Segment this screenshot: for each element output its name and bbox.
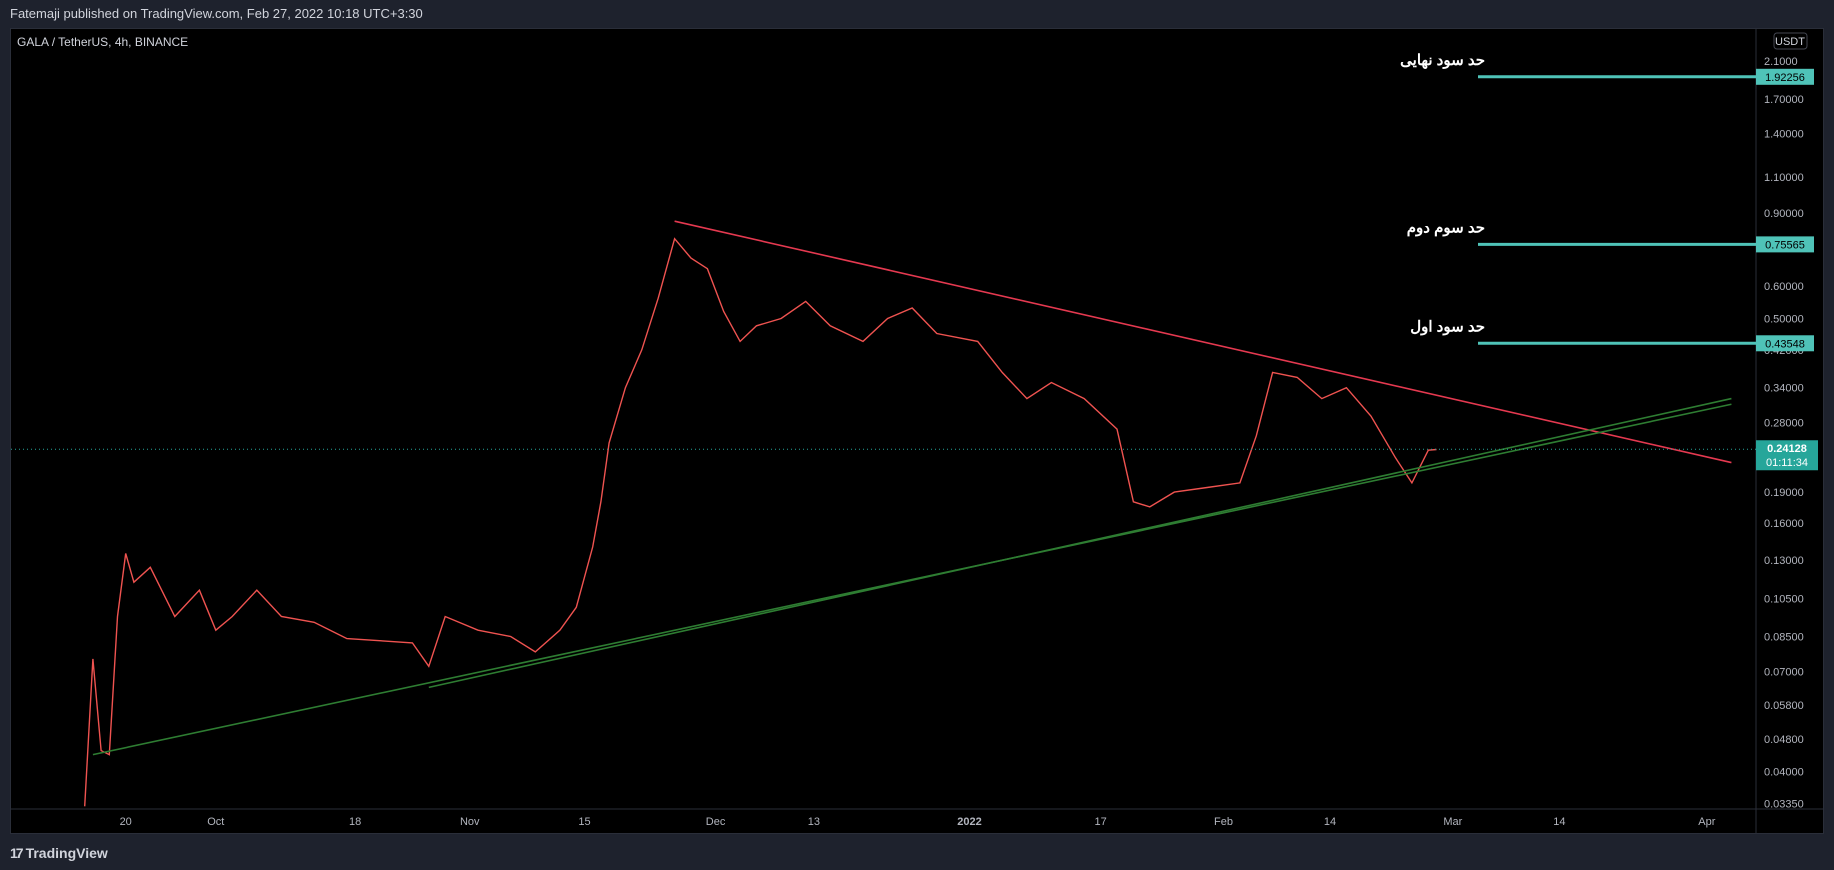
y-tick-label: 1.40000	[1764, 129, 1804, 141]
target-label: حد سوم دوم	[1407, 219, 1485, 236]
x-tick-label: 17	[1094, 816, 1106, 828]
x-tick-label: 13	[808, 816, 820, 828]
x-tick-label: Nov	[460, 816, 480, 828]
current-price: 0.24128 01:11:34	[11, 440, 1818, 471]
target-levels[interactable]: حد سود نهایی 1.92256 حد سوم دوم 0.75565 حد س…	[1400, 52, 1814, 352]
footer-brand: TradingView	[25, 845, 108, 861]
target-label: حد سود نهایی	[1400, 52, 1485, 69]
target-label: حد سود اول	[1410, 318, 1485, 335]
current-price-badge	[1756, 440, 1818, 471]
support-trendline	[428, 397, 1732, 689]
y-tick-label: 0.16000	[1764, 518, 1804, 530]
price-chart[interactable]: 2.10001.700001.400001.100000.900000.7500…	[11, 29, 1823, 833]
resistance-trendline	[674, 220, 1732, 464]
symbol-label: GALA / TetherUS, 4h, BINANCE	[17, 35, 188, 49]
tradingview-logo-icon: 17	[10, 845, 24, 861]
chart-background	[11, 29, 1823, 833]
y-tick-label: 0.04800	[1764, 734, 1804, 746]
y-tick-label: 0.05800	[1764, 700, 1804, 712]
countdown-label: 01:11:34	[1766, 457, 1808, 469]
target-price-badge	[1756, 68, 1814, 85]
y-tick-label: 0.50000	[1764, 313, 1804, 325]
target-price-badge	[1756, 236, 1814, 253]
currency-badge[interactable]	[1773, 32, 1808, 50]
tradingview-logo[interactable]: 17 TradingView	[10, 845, 108, 861]
time-axis[interactable]: 20 Oct 18 Nov 15 Dec 13 2022 17 Feb 14 Mar 14 Apr	[120, 816, 1716, 828]
y-tick-label: 0.90000	[1764, 208, 1804, 220]
x-tick-label: Feb	[1214, 816, 1233, 828]
x-tick-label: 2022	[957, 816, 981, 828]
price-line	[84, 237, 1437, 807]
target-price-label: 0.75565	[1765, 239, 1805, 251]
y-tick-label: 1.10000	[1764, 172, 1804, 184]
current-price-label: 0.24128	[1767, 443, 1807, 455]
x-tick-label: 14	[1553, 816, 1565, 828]
x-tick-label: Dec	[706, 816, 726, 828]
x-tick-label: 15	[578, 816, 590, 828]
x-tick-label: Mar	[1443, 816, 1462, 828]
x-tick-label: 20	[120, 816, 132, 828]
chart-frame[interactable]: 2.10001.700001.400001.100000.900000.7500…	[10, 28, 1824, 834]
y-tick-label: 0.03350	[1764, 799, 1804, 811]
target-price-label: 1.92256	[1765, 72, 1805, 84]
target-price-label: 0.43548	[1765, 338, 1805, 350]
x-tick-label: Apr	[1698, 816, 1715, 828]
y-tick-label: 2.1000	[1764, 56, 1798, 68]
y-tick-label: 0.34000	[1764, 383, 1804, 395]
y-tick-label: 0.13000	[1764, 555, 1804, 567]
y-tick-label: 0.04000	[1764, 767, 1804, 779]
y-tick-label: 0.08500	[1764, 631, 1804, 643]
y-tick-label: 1.70000	[1764, 94, 1804, 106]
y-tick-label: 0.10500	[1764, 594, 1804, 606]
x-tick-label: 14	[1324, 816, 1336, 828]
x-tick-label: 18	[349, 816, 361, 828]
trendlines[interactable]	[92, 220, 1732, 756]
currency-label: USDT	[1775, 36, 1805, 48]
x-tick-label: Oct	[207, 816, 224, 828]
target-price-badge	[1756, 335, 1814, 352]
price-path	[84, 237, 1437, 807]
y-tick-label: 0.07000	[1764, 666, 1804, 678]
publisher-line: Fatemaji published on TradingView.com, F…	[10, 6, 423, 21]
footer: 17 TradingView	[0, 836, 1834, 870]
y-tick-label: 0.19000	[1764, 487, 1804, 499]
y-tick-label: 0.28000	[1764, 418, 1804, 430]
y-tick-label: 0.60000	[1764, 281, 1804, 293]
